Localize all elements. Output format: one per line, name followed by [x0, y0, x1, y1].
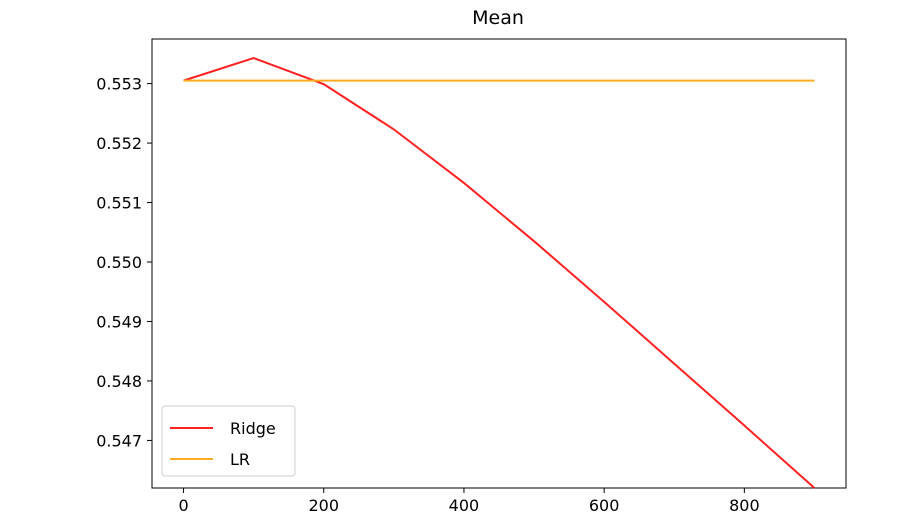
y-tick-label: 0.549: [96, 312, 142, 331]
x-tick-label: 400: [449, 496, 480, 515]
series-line-ridge: [183, 56, 816, 489]
x-tick-label: 800: [729, 496, 760, 515]
legend-box: [161, 405, 296, 477]
plot-area: [151, 38, 847, 489]
x-tick-label: 0: [178, 496, 188, 515]
y-tick-label: 0.548: [96, 372, 142, 391]
y-tick-label: 0.552: [96, 134, 142, 153]
y-axis: 0.547 0.548 0.549 0.550 0.551 0.552 0.553: [96, 75, 152, 450]
x-tick-label: 600: [589, 496, 620, 515]
x-axis: 0 200 400 600 800: [178, 488, 760, 515]
y-tick-label: 0.550: [96, 253, 142, 272]
y-tick-label: 0.553: [96, 75, 142, 94]
series-layer: [183, 56, 816, 489]
y-tick-label: 0.551: [96, 194, 142, 213]
legend-label-ridge: Ridge: [230, 419, 276, 438]
legend: Ridge LR: [161, 405, 296, 477]
x-tick-label: 200: [308, 496, 339, 515]
y-tick-label: 0.547: [96, 431, 142, 450]
chart-title: Mean: [472, 7, 524, 29]
legend-label-lr: LR: [230, 450, 250, 469]
